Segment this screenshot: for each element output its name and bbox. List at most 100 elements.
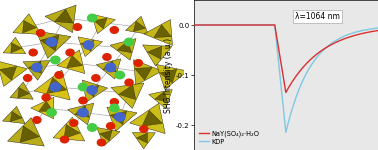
- Circle shape: [124, 38, 134, 46]
- Circle shape: [110, 99, 118, 105]
- NaY(SO₄)₂·H₂O: [212, 24, 217, 26]
- Circle shape: [47, 109, 56, 116]
- Circle shape: [70, 120, 78, 126]
- NaY(SO₄)₂·H₂O: [352, 34, 357, 36]
- KDP: [212, 24, 217, 26]
- KDP: [372, 28, 377, 29]
- Circle shape: [110, 27, 118, 33]
- Polygon shape: [99, 130, 112, 141]
- Polygon shape: [10, 82, 33, 99]
- Polygon shape: [20, 126, 39, 142]
- KDP: [191, 24, 196, 26]
- Polygon shape: [117, 41, 132, 53]
- Circle shape: [88, 14, 97, 22]
- Polygon shape: [67, 56, 83, 68]
- Circle shape: [78, 83, 88, 91]
- NaY(SO₄)₂·H₂O: [270, 24, 274, 26]
- Circle shape: [33, 117, 41, 123]
- Polygon shape: [147, 46, 162, 59]
- Polygon shape: [64, 124, 80, 139]
- Polygon shape: [23, 20, 37, 33]
- NaY(SO₄)₂·H₂O: [284, 92, 288, 93]
- Polygon shape: [84, 86, 99, 97]
- Circle shape: [29, 49, 37, 56]
- Polygon shape: [8, 118, 44, 146]
- Polygon shape: [34, 70, 70, 100]
- Circle shape: [79, 97, 87, 104]
- Polygon shape: [156, 64, 187, 90]
- Polygon shape: [68, 103, 94, 125]
- Polygon shape: [110, 39, 136, 60]
- Polygon shape: [3, 37, 26, 54]
- Circle shape: [42, 94, 50, 101]
- Polygon shape: [13, 14, 41, 34]
- KDP: [262, 24, 266, 26]
- Polygon shape: [160, 69, 177, 83]
- Polygon shape: [45, 5, 76, 33]
- Polygon shape: [39, 101, 53, 111]
- Polygon shape: [53, 117, 85, 141]
- Polygon shape: [132, 132, 155, 149]
- Polygon shape: [97, 128, 120, 146]
- Circle shape: [46, 38, 57, 46]
- Polygon shape: [46, 78, 67, 94]
- KDP: [223, 24, 228, 26]
- Circle shape: [55, 72, 63, 78]
- Polygon shape: [75, 106, 89, 117]
- KDP: [352, 32, 357, 33]
- Y-axis label: SHG Intensity (a.u.): SHG Intensity (a.u.): [164, 38, 173, 112]
- Polygon shape: [11, 43, 22, 53]
- Circle shape: [107, 123, 115, 129]
- Circle shape: [37, 30, 45, 36]
- Polygon shape: [81, 40, 94, 51]
- Circle shape: [92, 75, 100, 81]
- Circle shape: [110, 104, 119, 112]
- KDP: [284, 131, 288, 133]
- NaY(SO₄)₂·H₂O: [223, 24, 228, 26]
- NaY(SO₄)₂·H₂O: [376, 30, 378, 32]
- Circle shape: [23, 75, 32, 81]
- Polygon shape: [133, 21, 146, 32]
- Circle shape: [88, 124, 97, 131]
- Polygon shape: [10, 111, 22, 122]
- Circle shape: [115, 113, 125, 121]
- Polygon shape: [155, 92, 168, 102]
- Polygon shape: [94, 18, 107, 29]
- Polygon shape: [103, 61, 116, 72]
- Polygon shape: [55, 9, 73, 23]
- Polygon shape: [136, 133, 147, 143]
- Polygon shape: [133, 60, 162, 86]
- Polygon shape: [143, 45, 172, 66]
- Polygon shape: [96, 59, 121, 79]
- Polygon shape: [57, 50, 85, 74]
- Line: KDP: KDP: [194, 25, 378, 132]
- Circle shape: [140, 126, 148, 132]
- Circle shape: [83, 41, 94, 49]
- KDP: [376, 27, 378, 29]
- Line: NaY(SO₄)₂·H₂O: NaY(SO₄)₂·H₂O: [194, 25, 378, 92]
- NaY(SO₄)₂·H₂O: [262, 24, 266, 26]
- Polygon shape: [3, 106, 25, 124]
- Circle shape: [66, 49, 74, 56]
- Polygon shape: [23, 61, 50, 80]
- Polygon shape: [31, 97, 54, 119]
- Polygon shape: [36, 31, 71, 58]
- NaY(SO₄)₂·H₂O: [372, 30, 377, 32]
- Polygon shape: [91, 14, 115, 34]
- Circle shape: [105, 63, 116, 72]
- Circle shape: [60, 136, 68, 143]
- Polygon shape: [28, 61, 42, 73]
- Circle shape: [115, 71, 124, 79]
- Circle shape: [98, 139, 105, 146]
- Polygon shape: [110, 111, 127, 125]
- Polygon shape: [119, 85, 136, 100]
- Polygon shape: [125, 16, 148, 34]
- Polygon shape: [130, 103, 165, 134]
- Polygon shape: [142, 110, 163, 126]
- Polygon shape: [111, 83, 144, 108]
- Polygon shape: [40, 35, 59, 51]
- Circle shape: [78, 108, 88, 117]
- Circle shape: [87, 86, 98, 94]
- Polygon shape: [149, 90, 172, 109]
- Polygon shape: [135, 67, 152, 80]
